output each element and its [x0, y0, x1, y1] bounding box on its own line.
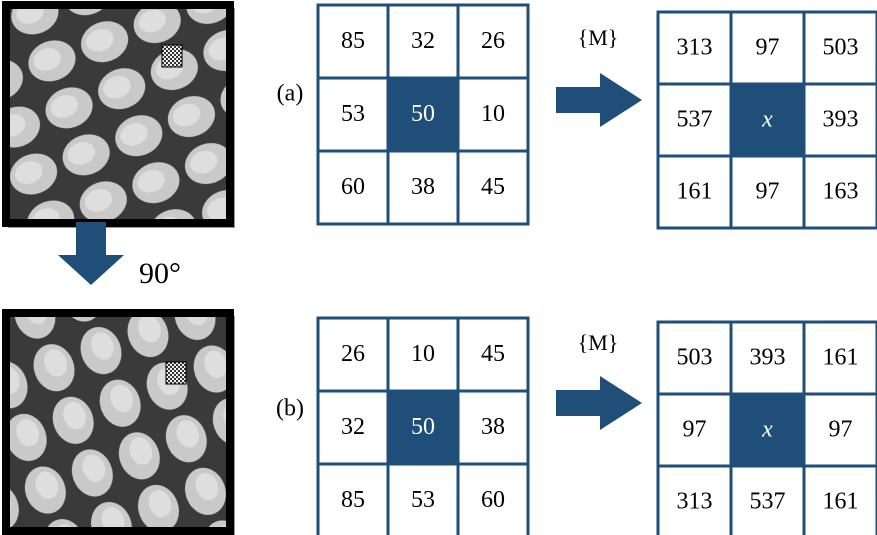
cell-value: 50 [411, 101, 435, 127]
cell-value: 26 [481, 28, 505, 54]
cell-value: 85 [341, 487, 365, 513]
panel-label: (b) [276, 396, 304, 422]
right-arrow [556, 376, 642, 430]
texture-image [6, 313, 230, 531]
texture-image [6, 5, 230, 223]
cell-value: 32 [341, 414, 365, 440]
cell-value: 60 [481, 487, 505, 513]
cell-value: 10 [411, 341, 435, 367]
cell-value: x [761, 417, 773, 443]
panel-label: (a) [277, 81, 304, 107]
cell-value: 53 [341, 101, 365, 127]
cell-value: 10 [481, 101, 505, 127]
cell-value: 97 [683, 417, 707, 443]
cell-value: 313 [677, 35, 713, 61]
cell-value: 313 [677, 489, 713, 515]
cell-value: 163 [823, 179, 859, 205]
cell-value: 32 [411, 28, 435, 54]
page: 90° (a) 85 32 26 53 50 10 60 38 45 {M} 313 97 503 537 x… [0, 0, 877, 535]
cell-value: 97 [756, 35, 780, 61]
cell-value: 161 [823, 489, 859, 515]
cell-value: 38 [411, 174, 435, 200]
cell-value: 393 [750, 345, 786, 371]
cell-value: 85 [341, 28, 365, 54]
operator-label: {M} [578, 25, 619, 50]
cell-value: 537 [677, 107, 713, 133]
patch-marker [162, 45, 182, 67]
right-arrow [556, 73, 642, 127]
cell-value: 38 [481, 414, 505, 440]
operator-label: {M} [578, 330, 619, 355]
cell-value: 60 [341, 174, 365, 200]
cell-value: x [761, 107, 773, 133]
cell-value: 161 [677, 179, 713, 205]
cell-value: 45 [481, 341, 505, 367]
cell-value: 161 [823, 345, 859, 371]
cell-value: 53 [411, 487, 435, 513]
cell-value: 503 [823, 35, 859, 61]
cell-value: 45 [481, 174, 505, 200]
cell-value: 50 [411, 414, 435, 440]
cell-value: 97 [756, 179, 780, 205]
rotation-label: 90° [139, 257, 181, 290]
cell-value: 537 [750, 489, 786, 515]
cell-value: 97 [829, 417, 853, 443]
cell-value: 393 [823, 107, 859, 133]
patch-marker [166, 362, 186, 384]
cell-value: 26 [341, 341, 365, 367]
diagram: 90° (a) 85 32 26 53 50 10 60 38 45 {M} 313 97 503 537 x… [0, 0, 877, 535]
down-arrow [58, 222, 124, 285]
cell-value: 503 [677, 345, 713, 371]
